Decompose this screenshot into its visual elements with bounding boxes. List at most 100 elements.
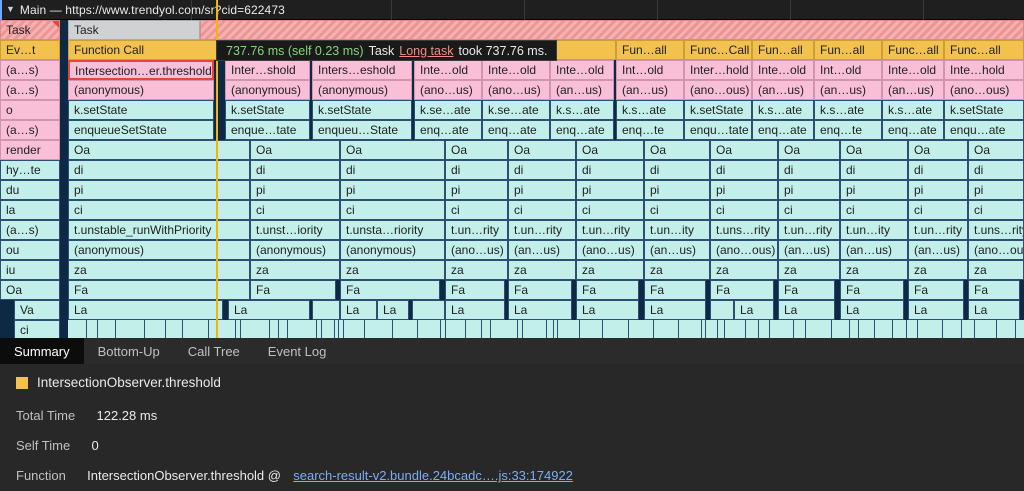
flame-bar[interactable]: render — [0, 140, 60, 160]
flame-bar[interactable]: Int…old — [814, 60, 882, 80]
flame-bar[interactable]: (ano…ous) — [944, 80, 1024, 100]
flame-bar[interactable]: enqueueSetState — [68, 120, 214, 140]
track-header[interactable]: ▼ Main — https://www.trendyol.com/sr?cid… — [0, 0, 1024, 20]
flame-bar[interactable]: (an…us) — [882, 80, 944, 100]
flame-bar[interactable]: La — [734, 300, 774, 320]
micro-task-bar[interactable] — [580, 320, 603, 338]
flame-bar[interactable]: di — [508, 160, 576, 180]
micro-task-bar[interactable] — [859, 320, 875, 338]
micro-task-bar[interactable] — [679, 320, 702, 338]
flame-bar[interactable] — [710, 300, 734, 320]
details-tabbar[interactable]: Summary Bottom-Up Call Tree Event Log — [0, 338, 1024, 365]
micro-task-bar[interactable] — [317, 320, 322, 338]
flame-bar[interactable]: Fa — [508, 280, 572, 300]
flame-bar[interactable]: di — [968, 160, 1024, 180]
flame-bar[interactable]: ci — [908, 200, 968, 220]
flame-bar[interactable]: t.un…ity — [840, 220, 908, 240]
flame-bar[interactable]: La — [377, 300, 409, 320]
flame-bar[interactable]: k.se…ate — [482, 100, 550, 120]
micro-task-bar[interactable] — [145, 320, 166, 338]
flame-bar[interactable]: di — [840, 160, 908, 180]
flame-bar[interactable]: Fun…all — [752, 40, 814, 60]
flame-bar[interactable]: k.setState — [225, 100, 310, 120]
micro-task-bar[interactable] — [875, 320, 893, 338]
flame-bar[interactable]: ci — [644, 200, 710, 220]
flame-bar[interactable]: ci — [576, 200, 644, 220]
micro-task-bar[interactable] — [702, 320, 706, 338]
micro-task-bar[interactable] — [270, 320, 279, 338]
micro-task-bar[interactable] — [554, 320, 558, 338]
micro-task-bar[interactable] — [975, 320, 997, 338]
flame-bar[interactable]: za — [644, 260, 710, 280]
flame-bar[interactable]: enq…ate — [550, 120, 614, 140]
flame-bar[interactable]: di — [340, 160, 445, 180]
flame-bar[interactable]: Inte…old — [414, 60, 482, 80]
flame-bar[interactable]: o — [0, 100, 60, 120]
flame-bar[interactable]: Oa — [644, 140, 710, 160]
flame-bar[interactable]: k.setState — [312, 100, 412, 120]
flame-bar[interactable]: za — [968, 260, 1024, 280]
flame-bar[interactable]: za — [778, 260, 840, 280]
flame-bar[interactable]: ci — [445, 200, 508, 220]
micro-task-bar[interactable] — [236, 320, 241, 338]
flame-bar[interactable]: pi — [445, 180, 508, 200]
flame-bar[interactable]: La — [228, 300, 310, 320]
flame-bar[interactable]: ou — [0, 240, 60, 260]
flame-bar[interactable]: pi — [508, 180, 576, 200]
micro-task-bar[interactable] — [746, 320, 759, 338]
flame-bar[interactable] — [412, 300, 445, 320]
flame-bar[interactable]: Fun…all — [814, 40, 882, 60]
flame-bar[interactable]: La — [778, 300, 835, 320]
flame-bar[interactable]: (an…us) — [778, 240, 840, 260]
flame-bar[interactable]: pi — [908, 180, 968, 200]
flame-bar[interactable]: Fa — [778, 280, 835, 300]
flame-bar[interactable]: za — [250, 260, 340, 280]
micro-task-bar[interactable] — [68, 320, 87, 338]
flame-bar[interactable]: di — [644, 160, 710, 180]
flame-bar[interactable]: La — [968, 300, 1020, 320]
tooltip-long-task-link[interactable]: Long task — [399, 43, 454, 58]
flame-bar[interactable]: di — [576, 160, 644, 180]
flame-bar[interactable]: Fa — [576, 280, 639, 300]
flame-bar[interactable]: ci — [710, 200, 778, 220]
flame-bar[interactable]: pi — [644, 180, 710, 200]
micro-task-bar[interactable] — [943, 320, 962, 338]
flame-bar[interactable]: za — [445, 260, 508, 280]
flame-bar[interactable]: k.s…ate — [616, 100, 684, 120]
flame-bar[interactable]: t.un…rity — [908, 220, 968, 240]
tab-call-tree[interactable]: Call Tree — [187, 343, 240, 359]
micro-task-bar[interactable] — [87, 320, 98, 338]
flame-bar[interactable]: hy…te — [0, 160, 60, 180]
flame-bar[interactable]: La — [644, 300, 706, 320]
flame-bar[interactable]: di — [445, 160, 508, 180]
flame-bar[interactable]: (anonymous) — [340, 240, 445, 260]
micro-task-bar[interactable] — [558, 320, 580, 338]
micro-task-bar[interactable] — [907, 320, 918, 338]
flame-bar[interactable]: (an…us) — [908, 240, 968, 260]
micro-task-bar[interactable] — [1016, 320, 1024, 338]
flame-bar[interactable]: Fa — [968, 280, 1020, 300]
flame-bar[interactable]: Oa — [840, 140, 908, 160]
flame-bar[interactable]: (ano…us) — [414, 80, 482, 100]
flame-bar[interactable]: enq…ate — [882, 120, 944, 140]
micro-task-bar[interactable] — [183, 320, 209, 338]
micro-task-bar[interactable] — [893, 320, 907, 338]
flame-bar[interactable]: Inte…old — [482, 60, 550, 80]
micro-task-bar[interactable] — [344, 320, 365, 338]
flame-bar[interactable]: k.setState — [684, 100, 752, 120]
micro-task-bar[interactable] — [850, 320, 859, 338]
flame-bar[interactable]: ci — [778, 200, 840, 220]
micro-task-bar[interactable] — [518, 320, 523, 338]
micro-task-bar[interactable] — [918, 320, 943, 338]
flame-bar[interactable]: (anonymous) — [68, 240, 250, 260]
micro-task-bar[interactable] — [997, 320, 1016, 338]
flame-bar[interactable]: Fa — [710, 280, 774, 300]
flame-bar[interactable]: ci — [68, 200, 250, 220]
flame-bar[interactable]: Fa — [68, 280, 250, 300]
micro-task-bar[interactable] — [603, 320, 629, 338]
flame-bar[interactable]: iu — [0, 260, 60, 280]
flame-bar[interactable]: enque…tate — [225, 120, 310, 140]
flame-bar[interactable]: t.unsta…riority — [340, 220, 445, 240]
flame-bar[interactable]: Inte…old — [882, 60, 944, 80]
flame-bar[interactable]: (ano…ous) — [968, 240, 1024, 260]
